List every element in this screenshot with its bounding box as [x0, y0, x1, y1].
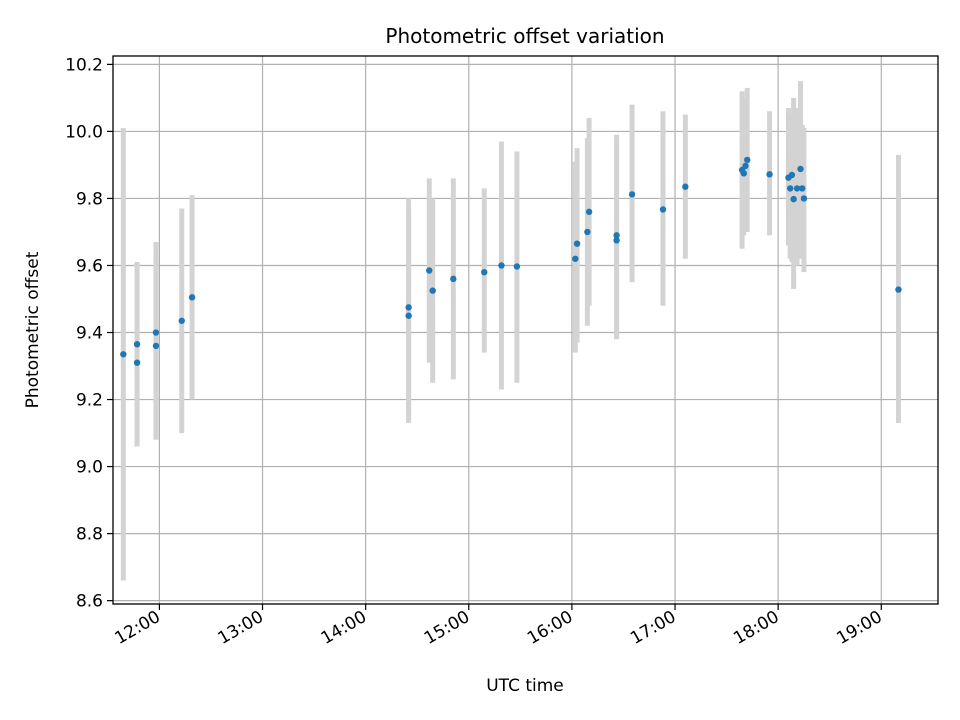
data-point — [790, 195, 797, 203]
data-point — [405, 312, 412, 319]
data-point — [405, 304, 412, 311]
y-tick-label: 9.2 — [76, 391, 103, 411]
data-point — [800, 195, 808, 202]
data-point — [572, 255, 579, 262]
data-point — [613, 232, 620, 239]
data-point — [120, 351, 127, 358]
x-tick-label: 16:00 — [524, 607, 576, 649]
data-point — [584, 228, 591, 236]
data-point — [152, 342, 160, 350]
data-point — [788, 171, 796, 179]
data-point — [513, 263, 521, 270]
data-point — [152, 329, 160, 336]
x-tick-label: 18:00 — [730, 607, 782, 649]
data-point — [786, 185, 794, 192]
data-point — [742, 162, 749, 170]
x-tick-label: 14:00 — [318, 607, 370, 649]
y-tick-label: 8.8 — [76, 525, 103, 545]
x-tick-label: 19:00 — [833, 607, 885, 649]
data-point — [766, 171, 773, 178]
data-point — [188, 294, 196, 301]
data-point — [799, 185, 806, 192]
data-point — [740, 170, 747, 177]
data-point — [178, 317, 185, 324]
data-point — [744, 156, 751, 164]
y-tick-label: 9.0 — [76, 458, 103, 478]
data-point — [133, 359, 141, 366]
y-tick-label: 9.4 — [76, 324, 103, 344]
data-point — [426, 267, 433, 274]
data-point — [682, 183, 689, 190]
axes-frame — [112, 55, 939, 605]
y-tick-label: 10.2 — [65, 55, 103, 75]
data-point — [498, 262, 505, 269]
errorbar-layer — [120, 81, 901, 581]
y-tick-label: 10.0 — [65, 122, 103, 142]
x-axis: 12:00 13:00 14:00 15:00 16:00 17:00 18:00 19:00 — [111, 604, 886, 649]
data-point — [797, 165, 804, 173]
data-point — [133, 341, 141, 348]
y-tick-label: 8.6 — [76, 592, 103, 612]
x-tick-label: 12:00 — [111, 607, 163, 649]
data-point — [628, 191, 636, 198]
x-tick-label: 13:00 — [215, 607, 267, 649]
data-point — [573, 240, 581, 247]
data-point — [895, 286, 902, 293]
grid-layer — [113, 56, 938, 604]
y-axis: 8.6 8.8 9.0 9.2 9.4 9.6 9.8 10.0 10.2 — [65, 55, 113, 612]
data-point — [450, 275, 457, 283]
plot-area — [112, 55, 939, 605]
y-tick-label: 9.8 — [76, 189, 103, 209]
data-point — [659, 206, 667, 213]
y-axis-label: Photometric offset — [23, 251, 43, 408]
chart-title: Photometric offset variation — [385, 24, 664, 48]
data-point — [613, 237, 620, 244]
data-point — [793, 185, 801, 192]
y-tick-label: 9.6 — [76, 256, 103, 276]
data-point — [429, 287, 436, 294]
x-tick-label: 15:00 — [421, 607, 473, 649]
data-point — [481, 268, 488, 276]
data-point — [585, 208, 593, 216]
point-layer — [120, 156, 902, 366]
x-tick-label: 17:00 — [627, 607, 679, 649]
x-axis-label: UTC time — [486, 676, 564, 696]
